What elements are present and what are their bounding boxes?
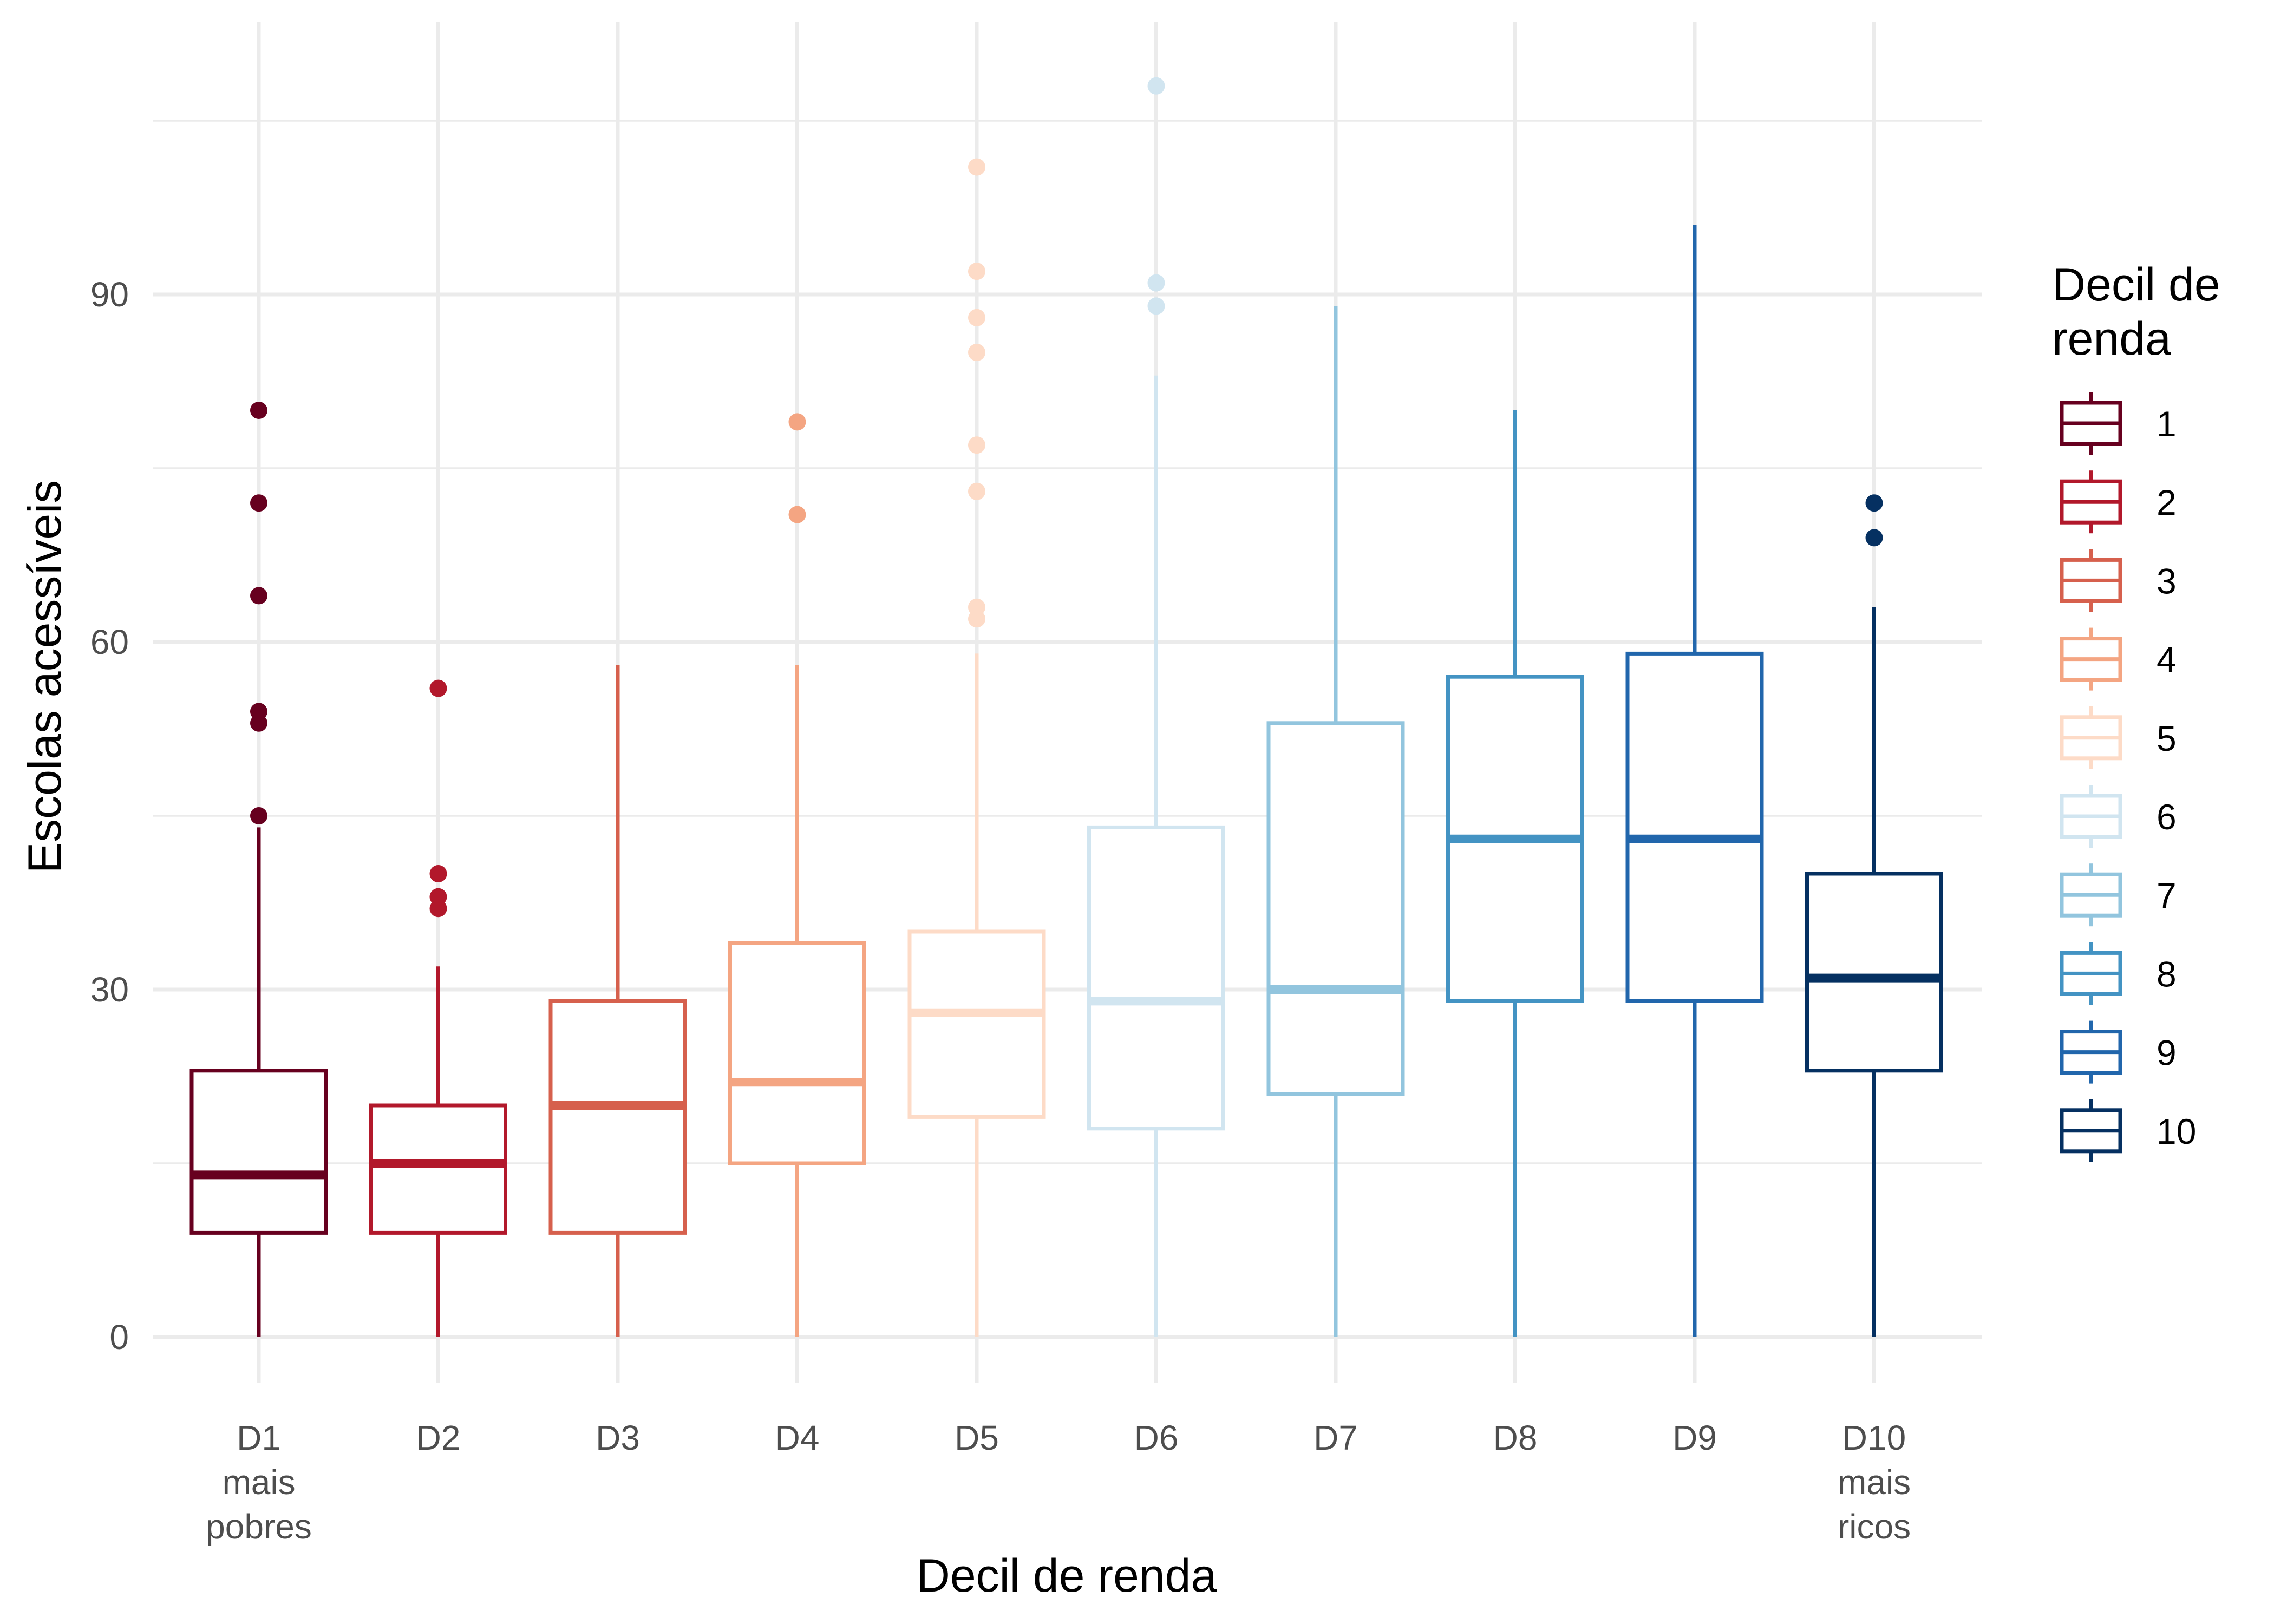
x-tick-label: D5 [955,1418,999,1457]
x-tick-label-line: D3 [596,1418,640,1457]
y-tick-label: 60 [90,623,129,662]
y-tick-label: 0 [109,1318,129,1357]
box-10 [1805,494,1943,1337]
x-tick-label-line: D5 [955,1418,999,1457]
legend-label: 3 [2157,561,2177,601]
x-tick-label-line: D1 [237,1418,281,1457]
legend-label: 1 [2157,404,2177,444]
outlier-point [1147,297,1165,315]
x-tick-label: D3 [596,1418,640,1457]
outlier-point [429,888,447,906]
outlier-point [250,402,267,419]
y-axis-ticks: 0 30 60 90 [90,275,129,1357]
legend-label: 7 [2157,875,2177,915]
outlier-point [968,436,985,454]
legend-item-9: 9 [2060,1020,2177,1084]
legend-title: renda [2052,313,2171,365]
legend-label: 10 [2157,1111,2196,1151]
legend-item-3: 3 [2060,549,2177,612]
outlier-point [250,807,267,824]
box-6 [1087,77,1225,1337]
box-7 [1266,306,1405,1337]
legend-label: 4 [2157,640,2177,680]
outlier-point [1147,77,1165,95]
x-tick-label: D10 mais ricos [1838,1418,1911,1546]
legend-label: 5 [2157,718,2177,758]
outlier-point [250,703,267,721]
box-8 [1446,410,1584,1337]
outlier-point [1865,529,1883,547]
box-iqr [1266,721,1405,1096]
box-3 [548,665,687,1337]
x-tick-label-line: D6 [1134,1418,1179,1457]
x-tick-label-line: D9 [1672,1418,1717,1457]
y-axis-title: Escolas acessíveis [19,480,71,874]
box-iqr [190,1069,328,1235]
outlier-point [968,482,985,500]
outlier-point [968,263,985,280]
box-iqr [728,941,866,1165]
y-tick-label: 30 [90,970,129,1009]
x-tick-label-line: mais [222,1463,295,1502]
box-iqr [907,929,1046,1119]
legend-label: 8 [2157,954,2177,994]
outlier-point [429,679,447,697]
legend-label: 6 [2157,797,2177,837]
outlier-point [1147,274,1165,292]
outlier-point [788,506,806,523]
box-4 [728,413,866,1337]
x-tick-label-line: mais [1838,1463,1911,1502]
x-tick-label-line: D2 [416,1418,461,1457]
legend-item-2: 2 [2060,470,2177,534]
x-tick-label: D4 [775,1418,820,1457]
legend-item-4: 4 [2060,627,2177,691]
box-1 [190,402,328,1337]
x-tick-label-line: D10 [1842,1418,1906,1457]
outlier-point [429,865,447,882]
boxes [190,77,1943,1337]
x-tick-label: D6 [1134,1418,1179,1457]
x-tick-label-line: D4 [775,1418,820,1457]
box-iqr [1805,872,1943,1073]
legend-item-7: 7 [2060,863,2177,927]
outlier-point [968,309,985,326]
box-iqr [548,999,687,1235]
legend-title: Decil de [2052,259,2220,311]
x-tick-label: D8 [1493,1418,1538,1457]
box-2 [369,679,507,1337]
legend-item-5: 5 [2060,706,2177,769]
legend-item-8: 8 [2060,942,2177,1005]
legend-item-1: 1 [2060,392,2177,455]
x-tick-label-line: D7 [1314,1418,1358,1457]
x-tick-label: D7 [1314,1418,1358,1457]
box-9 [1625,225,1764,1337]
box-5 [907,158,1046,1337]
legend-item-10: 10 [2060,1099,2196,1162]
box-iqr [1625,651,1764,1003]
x-tick-label: D9 [1672,1418,1717,1457]
outlier-point [968,158,985,176]
box-iqr [369,1103,507,1235]
x-tick-label: D2 [416,1418,461,1457]
legend-item-6: 6 [2060,785,2177,848]
legend-label: 9 [2157,1033,2177,1073]
x-axis-title: Decil de renda [917,1550,1217,1602]
outlier-point [250,587,267,605]
outlier-point [788,413,806,431]
x-tick-label-line: pobres [206,1507,312,1546]
x-tick-label: D1 mais pobres [206,1418,312,1546]
box-iqr [1087,825,1225,1131]
y-tick-label: 90 [90,275,129,314]
outlier-point [1865,494,1883,512]
x-tick-label-line: ricos [1838,1507,1911,1546]
outlier-point [968,344,985,361]
x-tick-label-line: D8 [1493,1418,1538,1457]
outlier-point [968,598,985,616]
x-axis-ticks: D1 mais pobres D2 D3 D4 D5 D6 D7 D8 D9 D10 mais ricos [206,1418,1911,1546]
legend-label: 2 [2157,482,2177,522]
outlier-point [250,494,267,512]
